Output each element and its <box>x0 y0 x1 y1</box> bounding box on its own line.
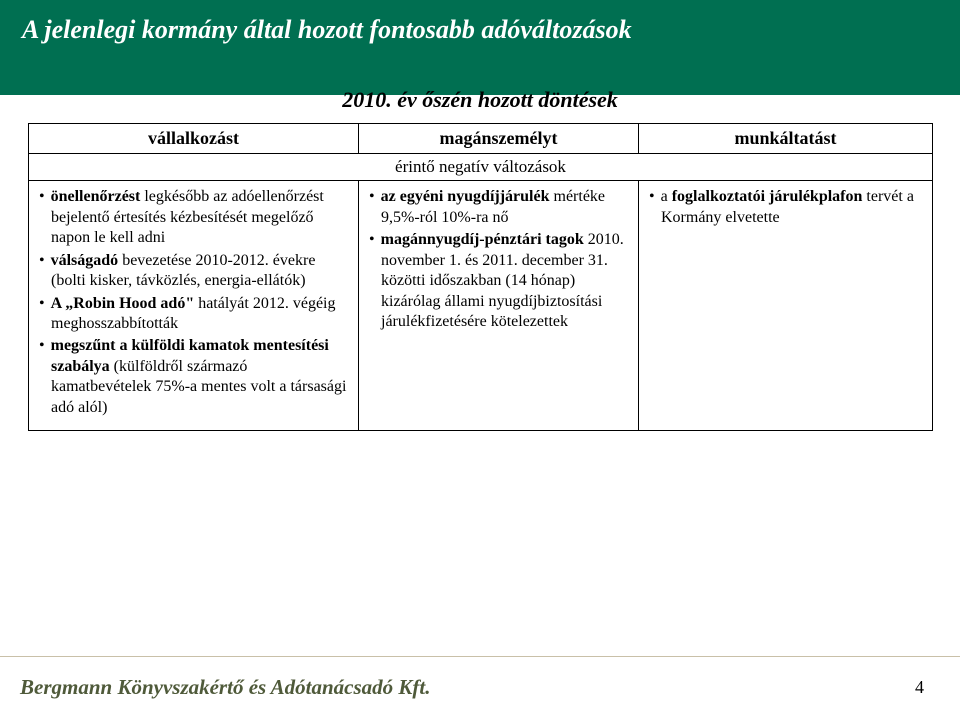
content-row: önellenőrzést legkésőbb az adóellenőrzés… <box>29 181 933 431</box>
header-col3: munkáltatást <box>639 124 933 154</box>
col2-list: az egyéni nyugdíjjárulék mértéke 9,5%-ró… <box>369 187 628 332</box>
col2-cell: az egyéni nyugdíjjárulék mértéke 9,5%-ró… <box>359 181 639 431</box>
col3-cell: a foglalkoztatói járulékplafon tervét a … <box>639 181 933 431</box>
list-item: az egyéni nyugdíjjárulék mértéke 9,5%-ró… <box>369 187 628 228</box>
title-band: A jelenlegi kormány által hozott fontosa… <box>0 0 960 95</box>
subheader-row: érintő negatív változások <box>29 154 933 181</box>
list-item: a foglalkoztatói járulékplafon tervét a … <box>649 187 922 228</box>
subheader-cell: érintő negatív változások <box>29 154 933 181</box>
footer-company: Bergmann Könyvszakértő és Adótanácsadó K… <box>20 675 431 700</box>
col3-list: a foglalkoztatói járulékplafon tervét a … <box>649 187 922 228</box>
page-number: 4 <box>915 677 924 698</box>
header-row: vállalkozást magánszemélyt munkáltatást <box>29 124 933 154</box>
list-item: válságadó bevezetése 2010-2012. évekre (… <box>39 251 348 292</box>
col1-list: önellenőrzést legkésőbb az adóellenőrzés… <box>39 187 348 418</box>
list-item: A „Robin Hood adó" hatályát 2012. végéig… <box>39 294 348 335</box>
header-col2: magánszemélyt <box>359 124 639 154</box>
list-item: megszűnt a külföldi kamatok mentesítési … <box>39 336 348 418</box>
slide-title: A jelenlegi kormány által hozott fontosa… <box>22 15 632 44</box>
changes-table: vállalkozást magánszemélyt munkáltatást … <box>28 123 933 431</box>
list-item: önellenőrzést legkésőbb az adóellenőrzés… <box>39 187 348 248</box>
header-col1: vállalkozást <box>29 124 359 154</box>
footer: Bergmann Könyvszakértő és Adótanácsadó K… <box>0 656 960 718</box>
list-item: magánnyugdíj-pénztári tagok 2010. novemb… <box>369 230 628 332</box>
col1-cell: önellenőrzést legkésőbb az adóellenőrzés… <box>29 181 359 431</box>
slide-subtitle: 2010. év őszén hozott döntések <box>0 87 960 113</box>
